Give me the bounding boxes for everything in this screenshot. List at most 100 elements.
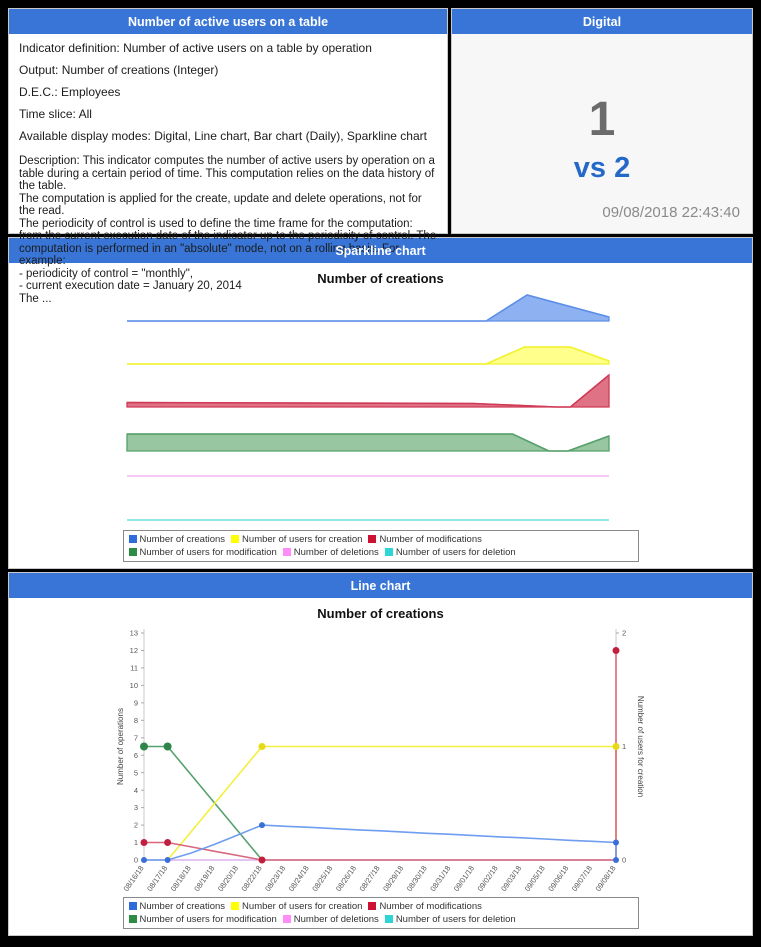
legend-label: Number of users for creation: [242, 534, 363, 545]
x-tick-label: 08/27/18: [358, 864, 382, 893]
legend-swatch-icon: [128, 548, 137, 556]
right-tick-label: 1: [622, 742, 626, 751]
series-marker: [164, 857, 171, 863]
x-tick-label: 08/31/18: [428, 864, 452, 893]
sparkline-line: [127, 346, 610, 365]
series-marker: [258, 743, 266, 750]
legend-item: Number of modifications: [368, 900, 482, 913]
x-tick-label: 08/26/18: [334, 864, 358, 893]
legend-item: Number of deletions: [282, 913, 379, 926]
legend-swatch-icon: [282, 548, 291, 556]
series-marker: [613, 839, 619, 846]
description-line: - current execution date = January 20, 2…: [19, 280, 242, 292]
left-tick-label: 10: [130, 681, 138, 690]
series-line: [144, 650, 617, 861]
legend-swatch-icon: [231, 902, 240, 910]
legend-label: Number of users for deletion: [395, 914, 516, 925]
legend-label: Number of users for modification: [139, 547, 277, 558]
left-axis-title: Number of operations: [116, 708, 125, 785]
legend-swatch-icon: [282, 915, 291, 923]
series-marker: [612, 647, 620, 654]
left-tick-label: 11: [130, 664, 138, 673]
sparkline-chart-svg: [126, 294, 610, 521]
legend-swatch-icon: [128, 535, 137, 543]
line-chart-title: Number of creations: [317, 606, 444, 621]
info-line: Time slice: All: [19, 107, 92, 121]
digital-vs-value: vs 2: [573, 152, 631, 184]
description-line: Description: This indicator computes the…: [19, 155, 435, 192]
x-tick-label: 09/05/18: [523, 864, 547, 893]
legend-swatch-icon: [368, 902, 377, 910]
legend-item: Number of users for creation: [231, 900, 362, 913]
right-axis-title: Number of users for creation: [636, 696, 645, 797]
x-tick-label: 08/17/18: [145, 864, 169, 893]
info-line: Available display modes: Digital, Line c…: [19, 129, 427, 143]
left-tick-label: 5: [134, 768, 138, 777]
series-marker: [612, 743, 620, 750]
sparkline-legend: Number of creations Number of users for c…: [122, 530, 639, 562]
right-tick-label: 0: [622, 856, 626, 865]
series-marker: [141, 857, 147, 863]
sparkline-section-header: Sparkline chart: [9, 238, 752, 263]
x-tick-label: 08/19/18: [192, 864, 216, 893]
legend-label: Number of creations: [139, 534, 226, 545]
info-line: D.E.C.: Employees: [19, 85, 121, 99]
indicator-panel-header: Number of active users on a table: [9, 9, 447, 34]
line-chart-legend: Number of creations Number of users for c…: [122, 897, 639, 929]
info-line: Output: Number of creations (Integer): [19, 63, 219, 77]
left-tick-label: 13: [130, 629, 138, 638]
x-tick-label: 08/20/18: [216, 864, 240, 893]
x-tick-label: 08/16/18: [122, 864, 146, 893]
legend-item: Number of users for creation: [231, 533, 362, 546]
left-tick-label: 0: [134, 856, 138, 865]
legend-label: Number of deletions: [293, 914, 379, 925]
left-tick-label: 1: [134, 838, 138, 847]
line-chart-section-header: Line chart: [9, 573, 752, 598]
sparkline-line: [127, 433, 610, 452]
series-marker: [613, 857, 619, 863]
legend-item: Number of users for deletion: [384, 546, 516, 559]
description-line: The computation is applied for the creat…: [19, 192, 422, 218]
legend-label: Number of modifications: [379, 534, 482, 545]
legend-item: Number of deletions: [282, 546, 379, 559]
x-tick-label: 08/24/18: [287, 864, 311, 893]
legend-swatch-icon: [128, 902, 137, 910]
legend-swatch-icon: [368, 535, 377, 543]
x-tick-label: 08/25/18: [310, 864, 334, 893]
series-marker: [164, 839, 172, 846]
x-tick-label: 08/30/18: [405, 864, 429, 893]
series-marker: [140, 742, 148, 751]
sparkline-area: [126, 433, 610, 452]
right-tick-label: 2: [622, 629, 626, 638]
indicator-description: Description: This indicator computes the…: [19, 155, 437, 305]
series-line: [144, 824, 617, 861]
info-line: Indicator definition: Number of active u…: [19, 41, 372, 55]
legend-label: Number of users for modification: [139, 914, 277, 925]
digital-value: 1: [588, 93, 616, 146]
digital-panel: Digital 1 vs 2 09/08/2018 22:43:40: [451, 8, 753, 234]
x-tick-label: 09/03/18: [499, 864, 523, 893]
digital-timestamp: 09/08/2018 22:43:40: [602, 204, 740, 221]
indicator-panel: Number of active users on a table Indica…: [8, 8, 448, 305]
indicator-body: Indicator definition: Number of active u…: [9, 34, 447, 313]
series-line: [166, 745, 617, 861]
legend-swatch-icon: [384, 915, 393, 923]
x-tick-label: 09/01/18: [452, 864, 476, 893]
top-row: Number of active users on a table Indica…: [8, 8, 753, 305]
legend-item: Number of users for modification: [128, 913, 277, 926]
digital-body: 1 vs 2 09/08/2018 22:43:40: [452, 34, 752, 233]
legend-swatch-icon: [231, 535, 240, 543]
x-tick-label: 09/07/18: [570, 864, 594, 893]
left-tick-label: 8: [134, 716, 138, 725]
sparkline-line: [127, 294, 610, 322]
description-line: The ...: [19, 292, 52, 305]
left-tick-label: 12: [130, 646, 138, 655]
indicator-info-lines: Indicator definition: Number of active u…: [19, 42, 437, 143]
legend-label: Number of deletions: [293, 547, 379, 558]
digital-panel-header: Digital: [452, 9, 752, 34]
series-marker: [163, 742, 172, 751]
description-line: - periodicity of control = "monthly",: [19, 267, 194, 280]
